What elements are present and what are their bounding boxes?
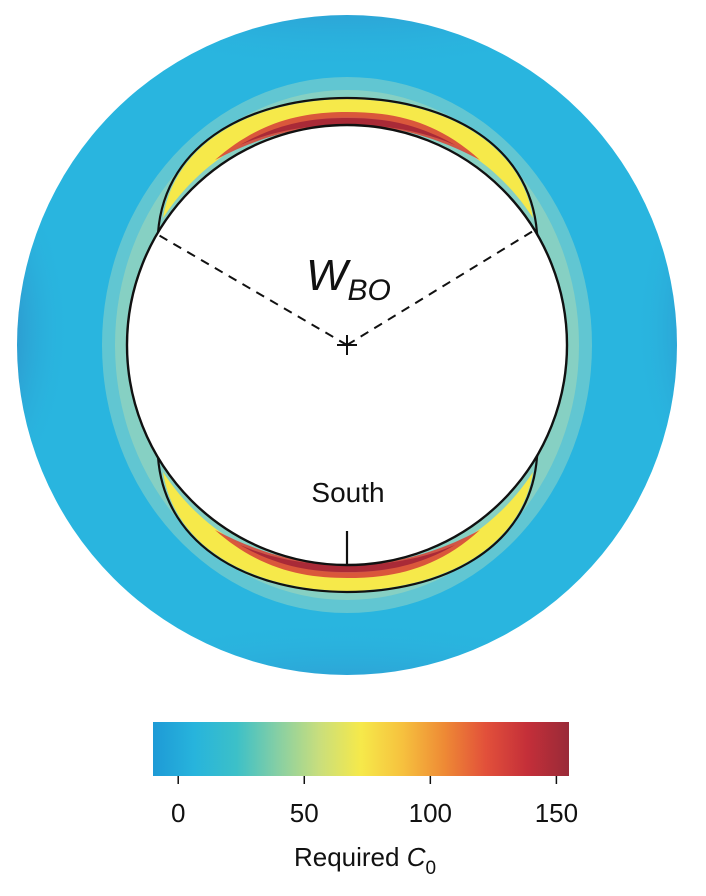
colorbar: 0 50 100 150 Required C0: [153, 722, 578, 879]
center-cross: [337, 335, 357, 355]
colorbar-tick-label: 0: [171, 798, 185, 828]
wbo-label: WBO: [306, 251, 391, 307]
bottom-crescent-band: [163, 472, 533, 591]
angle-line-left: [154, 232, 348, 346]
top-crescent-band: [163, 99, 533, 218]
south-label: South: [311, 477, 384, 508]
angle-line-right: [346, 227, 539, 346]
colorbar-tick-label: 50: [290, 798, 319, 828]
colorbar-tick-label: 150: [535, 798, 578, 828]
colorbar-gradient: [153, 722, 569, 776]
bottom-crescent-hot: [215, 530, 480, 578]
top-crescent-hot: [215, 112, 480, 160]
colorbar-tick-label: 100: [409, 798, 452, 828]
colorbar-title: Required C0: [294, 842, 436, 879]
